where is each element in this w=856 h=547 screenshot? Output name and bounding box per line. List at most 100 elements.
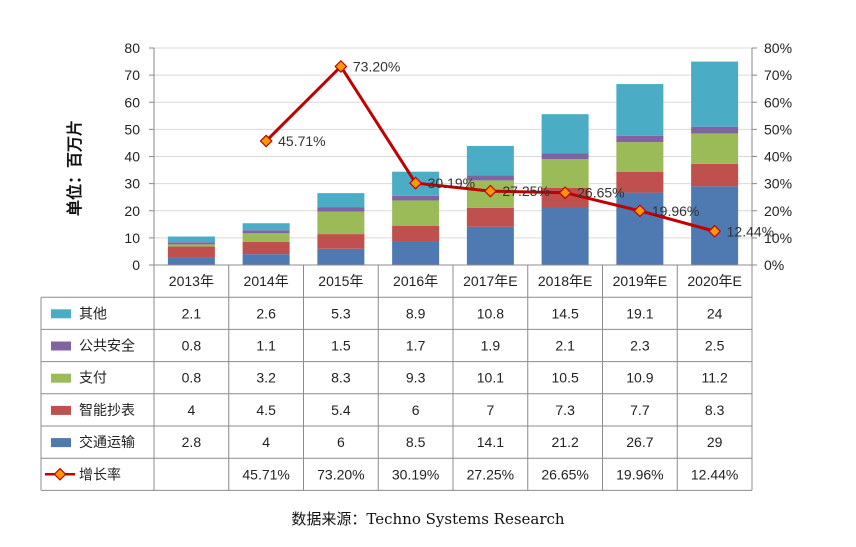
table-cell: 10.5 [552,370,579,386]
table-cell: 7.3 [555,402,575,418]
growth-marker [708,224,722,238]
table-cell: 12.44% [691,466,738,482]
table-cell: 14.5 [552,305,579,321]
x-tick-label: 2014年 [244,273,289,289]
growth-marker [334,59,348,73]
x-tick-label: 2018年E [538,273,592,289]
bar-4 [691,126,739,134]
table-cell: 73.20% [317,466,364,482]
x-tick-label: 2020年E [687,273,741,289]
legend-marker-swatch [53,467,67,481]
table-cell: 26.65% [541,466,588,482]
x-tick-label: 2016年 [393,273,438,289]
y2-tick-label: 30% [764,176,792,192]
bar-4 [616,135,664,143]
y-tick-label: 70 [124,67,140,83]
growth-point-label: 73.20% [353,58,400,74]
table-cell: 1.7 [406,338,426,354]
bar-1 [317,248,365,265]
growth-marker [558,186,572,200]
table-cell: 29 [707,434,723,450]
bar-5 [691,61,739,127]
bar-2 [392,225,440,242]
bar-3 [392,200,440,226]
growth-marker [483,184,497,198]
y2-tick-label: 0% [764,257,784,273]
table-row-label: 公共安全 [79,338,135,355]
x-tick-label: 2017年E [463,273,517,289]
table-cell: 5.4 [331,402,351,418]
bar-5 [317,193,365,208]
table-cell: 45.71% [242,466,289,482]
bar-2 [616,171,664,193]
bar-3 [616,142,664,172]
data-table: 2013年 2014年 2015年 2016年 2017年E 2018年E 2019年E 20… [40,264,753,491]
bar-3 [242,233,290,242]
table-cell: 6 [412,402,420,418]
bar-2 [691,163,739,187]
y-tick-label: 80 [124,40,140,56]
table-cell: 2.1 [182,305,202,321]
growth-point-label: 45.71% [278,133,325,149]
x-tick-label: 2019年E [613,273,667,289]
table-cell: 2.1 [555,338,575,354]
bar-1 [242,254,290,265]
legend-swatch-4 [51,341,71,351]
y-tick-label: 20 [124,203,140,219]
table-cell: 0.8 [182,370,202,386]
table-cell: 7 [486,402,494,418]
legend-swatch-1 [51,438,71,448]
bar-4 [466,175,514,181]
table-cell: 2.3 [630,338,650,354]
bar-3 [541,159,589,188]
table-cell: 7.7 [630,402,650,418]
y-tick-label: 50 [124,121,140,137]
chart-source: 数据来源：Techno Systems Research [291,510,565,528]
x-tick-label: 2013年 [169,273,214,289]
bar-1 [167,257,215,265]
legend-swatch-2 [51,405,71,415]
y2-tick-label: 10% [764,230,792,246]
bar-3 [167,244,215,247]
bar-5 [466,145,514,176]
bar-4 [167,242,215,245]
table-row-label: 增长率 [79,466,121,483]
y2-tick-label: 60% [764,94,792,110]
bar-1 [541,207,589,265]
growth-marker [633,204,647,218]
bars [167,61,739,265]
growth-markers [259,59,722,238]
table-cell: 8.3 [331,370,351,386]
x-tick-label: 2015年 [318,273,363,289]
table-cell: 19.1 [626,305,653,321]
growth-point-label: 30.19% [428,175,475,191]
bar-5 [616,84,664,136]
table-cell: 8.9 [406,305,426,321]
table-cell: 4 [187,402,195,418]
table-cell: 10.9 [626,370,653,386]
table-cell: 1.5 [331,338,351,354]
bar-4 [541,153,589,160]
table-cell: 2.6 [256,305,276,321]
table-cell: 1.1 [256,338,276,354]
bar-1 [392,241,440,265]
y-tick-label: 0 [132,257,140,273]
table-cell: 27.25% [467,466,514,482]
table-row-label: 智能抄表 [79,403,135,419]
growth-point-label: 12.44% [727,223,774,239]
table-cell: 21.2 [552,434,579,450]
legend-swatch-3 [51,373,71,383]
bar-4 [392,195,440,201]
table-cell: 6 [337,434,345,450]
y2-tick-label: 70% [764,67,792,83]
table-cell: 3.2 [256,370,276,386]
growth-point-label: 26.65% [577,185,624,201]
table-cell: 19.96% [616,466,663,482]
table-row-label: 交通运输 [79,434,135,451]
table-cell: 2.8 [182,434,202,450]
y2-tick-label: 80% [764,40,792,56]
y-tick-label: 10 [124,230,140,246]
bar-4 [242,230,290,234]
legend-swatch-5 [51,309,71,319]
